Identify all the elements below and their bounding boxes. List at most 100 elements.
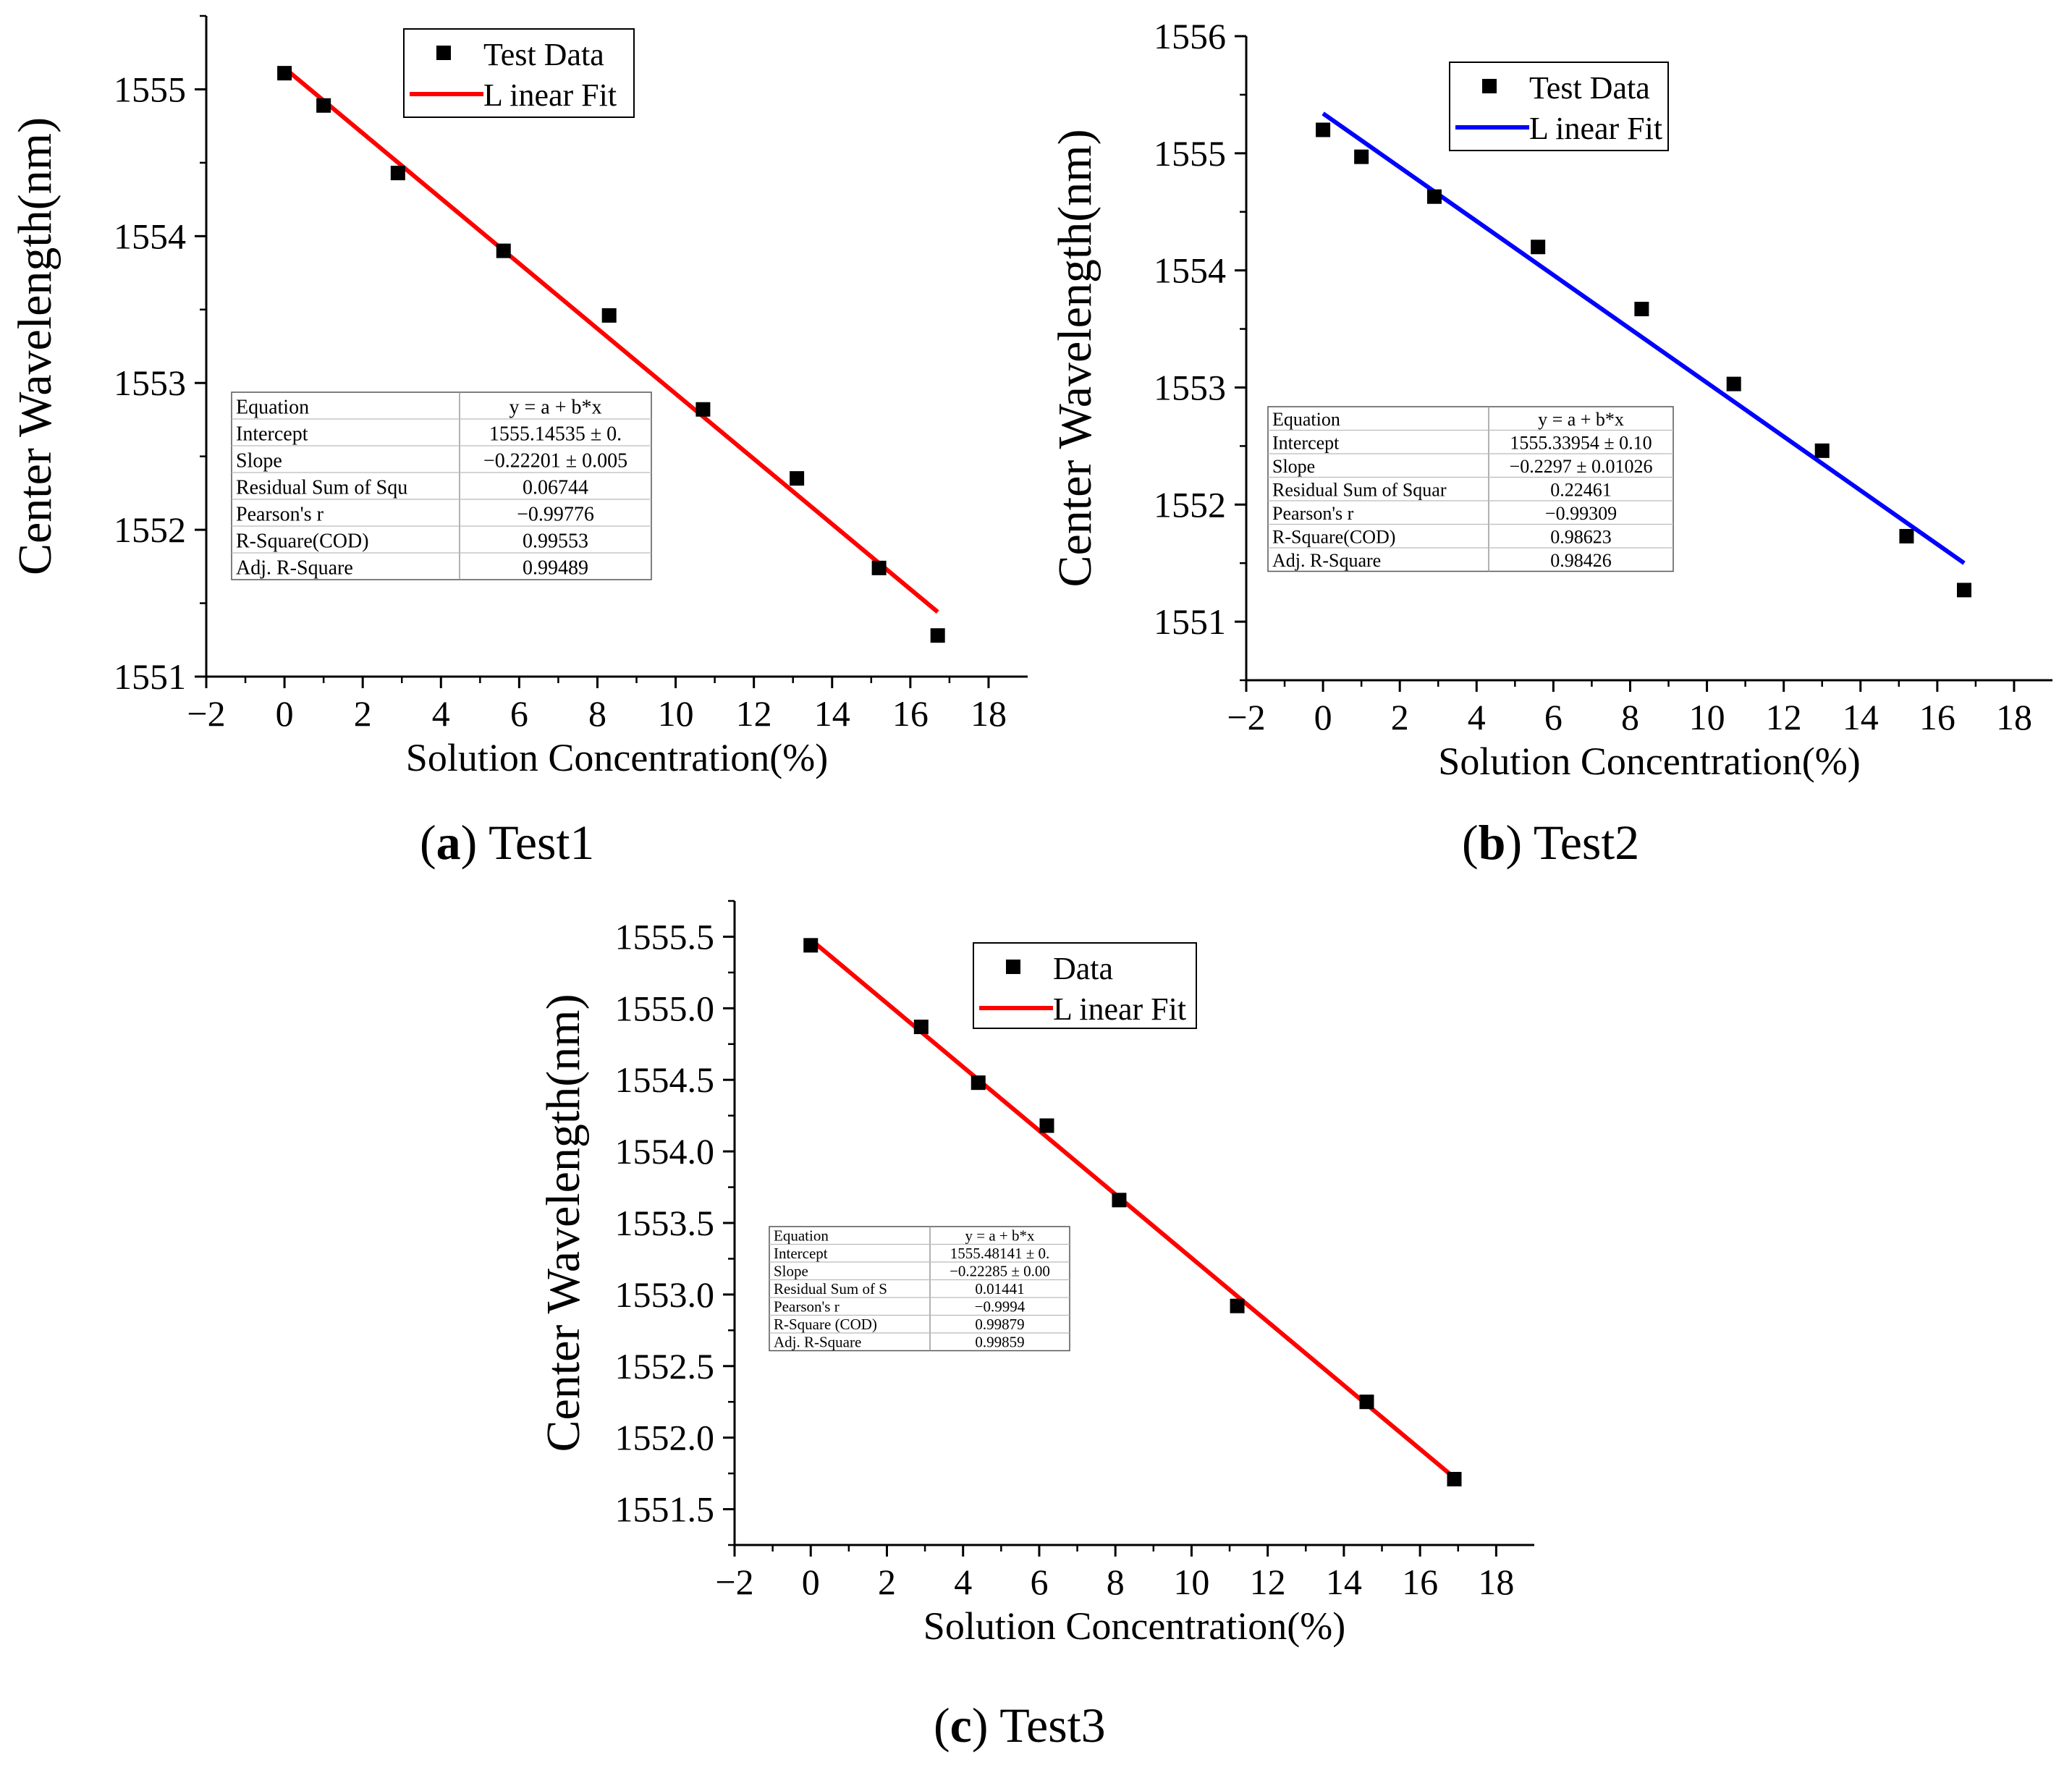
stats-table-border — [769, 1226, 1070, 1352]
data-point — [1426, 189, 1442, 204]
data-point — [695, 402, 711, 417]
stats-value: −0.22201 ± 0.005 — [483, 450, 627, 473]
stats-table: Equation y = a + b*x Intercept 1555.14535 ±… — [231, 391, 652, 580]
x-tick-label: 8 — [1107, 1562, 1125, 1602]
stats-value: −0.99776 — [517, 504, 594, 526]
x-tick-label: 6 — [1030, 1562, 1048, 1602]
data-point — [871, 560, 887, 575]
stats-value: 1555.33954 ± 0.10 — [1510, 433, 1652, 454]
legend: Test Data L inear Fit — [403, 28, 635, 118]
x-tick-label: 10 — [1689, 697, 1725, 737]
data-point — [1112, 1193, 1127, 1208]
stats-value: −0.2297 ± 0.01026 — [1510, 456, 1653, 477]
x-axis-title: Solution Concentration(%) — [406, 736, 828, 779]
stats-label: R-Square(COD) — [236, 530, 369, 553]
x-tick-label: 2 — [354, 693, 372, 734]
stats-label: Intercept — [774, 1245, 828, 1262]
x-tick-label: 10 — [1173, 1562, 1209, 1602]
x-tick-label: 18 — [971, 693, 1007, 734]
data-point — [1814, 443, 1830, 458]
x-tick-label: 18 — [1478, 1562, 1514, 1602]
y-tick-label: 1554 — [114, 216, 186, 256]
data-point — [1354, 149, 1369, 164]
caption-a: (a) Test1 — [420, 815, 595, 870]
data-point — [496, 243, 511, 258]
x-tick-label: 2 — [878, 1562, 896, 1602]
data-point — [1956, 583, 1971, 598]
stats-table-border — [231, 391, 652, 580]
stats-label: Equation — [236, 397, 309, 419]
caption-c-text: Test3 — [999, 1698, 1106, 1753]
x-tick-label: 10 — [658, 693, 694, 734]
x-tick-label: 4 — [432, 693, 450, 734]
caption-a-letter: a — [436, 815, 461, 870]
y-tick-label: 1555.0 — [615, 988, 715, 1028]
y-tick-label: 1554.0 — [615, 1131, 715, 1172]
x-tick-label: 14 — [1326, 1562, 1362, 1602]
stats-value: y = a + b*x — [1538, 409, 1624, 430]
stats-value: 0.99553 — [523, 530, 588, 553]
x-tick-label: −2 — [187, 693, 225, 734]
legend-fit-label: L inear Fit — [1529, 111, 1662, 146]
legend-data-marker — [436, 46, 451, 60]
stats-value: 0.99489 — [523, 557, 588, 580]
stats-value: 1555.14535 ± 0. — [489, 423, 622, 446]
legend-data-label: Test Data — [1529, 70, 1650, 106]
x-tick-label: 12 — [1250, 1562, 1286, 1602]
y-tick-label: 1551 — [114, 656, 186, 697]
y-tick-label: 1552 — [114, 509, 186, 550]
stats-value: 0.06744 — [523, 477, 588, 499]
data-point — [1039, 1118, 1054, 1133]
legend-data-label: Test Data — [483, 37, 604, 72]
stats-value: −0.22285 ± 0.00 — [950, 1263, 1050, 1280]
stats-value: 0.99859 — [975, 1334, 1024, 1351]
x-tick-label: 0 — [276, 693, 294, 734]
stats-label: Slope — [236, 450, 282, 473]
stats-value: 0.22461 — [1550, 480, 1612, 501]
y-tick-label: 1553 — [1154, 367, 1226, 407]
x-tick-label: −2 — [1227, 697, 1265, 737]
stats-label: Pearson's r — [236, 504, 324, 526]
stats-value: 0.01441 — [975, 1280, 1024, 1297]
legend-data-marker — [1482, 79, 1497, 93]
y-axis-title: Center Wavelength(nm) — [1049, 129, 1101, 587]
stats-value: 0.99879 — [975, 1316, 1024, 1333]
data-point — [913, 1020, 929, 1035]
stats-label: Residual Sum of Squar — [1272, 480, 1447, 501]
caption-b: (b) Test2 — [1462, 815, 1640, 870]
x-tick-label: 8 — [1621, 697, 1639, 737]
stats-label: Adj. R-Square — [1272, 550, 1381, 571]
data-point — [1899, 528, 1914, 543]
stats-label: R-Square (COD) — [774, 1316, 877, 1333]
data-point — [1634, 302, 1649, 317]
caption-b-text: Test2 — [1533, 815, 1640, 870]
data-point — [1230, 1298, 1245, 1313]
stats-label: Residual Sum of S — [774, 1280, 887, 1297]
stats-label: Intercept — [236, 423, 308, 446]
data-point — [790, 471, 805, 486]
x-tick-label: 12 — [736, 693, 772, 734]
x-tick-label: 0 — [802, 1562, 820, 1602]
x-tick-label: 18 — [1996, 697, 2032, 737]
data-point — [930, 628, 945, 643]
x-tick-label: 8 — [588, 693, 606, 734]
caption-c: (c) Test3 — [934, 1698, 1106, 1753]
stats-value: y = a + b*x — [509, 397, 601, 419]
x-tick-label: 16 — [892, 693, 929, 734]
data-point — [1316, 122, 1331, 137]
legend-box — [1449, 62, 1669, 151]
data-point — [1531, 240, 1546, 255]
stats-label: Equation — [1272, 409, 1340, 430]
x-tick-label: 16 — [1402, 1562, 1438, 1602]
y-tick-label: 1552 — [1154, 484, 1226, 525]
y-tick-label: 1555 — [114, 69, 186, 109]
legend-data-label: Data — [1053, 951, 1113, 986]
y-tick-label: 1554.5 — [615, 1059, 715, 1100]
x-tick-label: 6 — [1544, 697, 1563, 737]
stats-label: Residual Sum of Squ — [236, 477, 407, 499]
data-point — [277, 66, 292, 81]
chart-a: −2 0 2 4 6 8 10 12 14 16 18 1551 1552 1553 1554 1555 Sol… — [9, 14, 1028, 779]
y-tick-label: 1551.5 — [615, 1489, 715, 1530]
stats-value: −0.9994 — [975, 1298, 1026, 1316]
